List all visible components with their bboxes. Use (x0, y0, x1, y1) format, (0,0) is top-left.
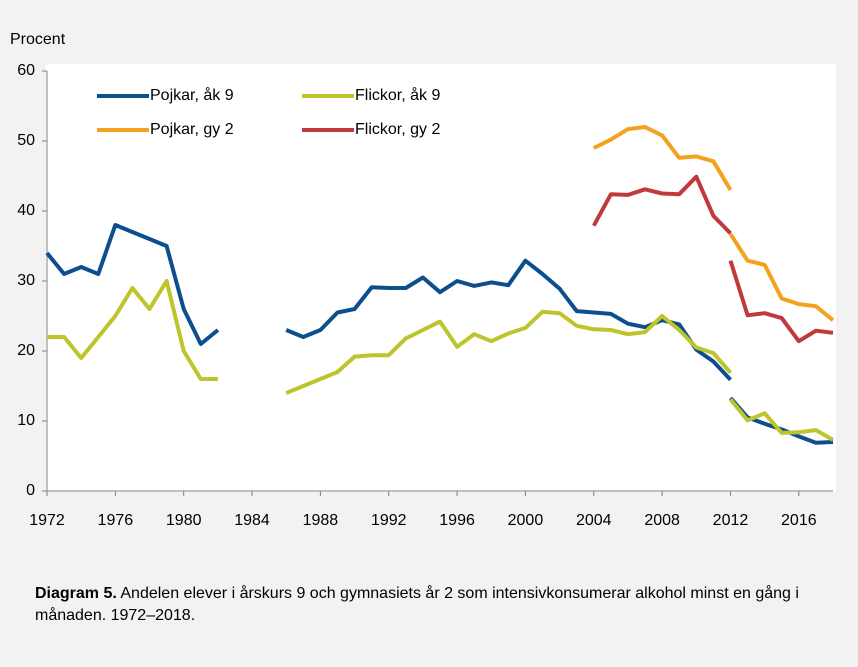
caption-label: Diagram 5. (35, 585, 117, 602)
x-tick-label: 1984 (234, 512, 270, 529)
y-tick-label: 30 (17, 272, 35, 289)
x-tick-label: 1996 (439, 512, 475, 529)
y-axis-label: Procent (10, 31, 66, 48)
series-line (592, 174, 834, 344)
y-tick-label: 50 (17, 132, 35, 149)
y-tick-label: 60 (17, 62, 35, 79)
x-tick-label: 1980 (166, 512, 202, 529)
series-line (47, 279, 834, 442)
legend-label: Pojkar, gy 2 (150, 121, 234, 138)
legend-label: Pojkar, åk 9 (150, 86, 234, 104)
caption-text: Andelen elever i årskurs 9 och gymnasiet… (35, 585, 799, 624)
x-tick-label: 2004 (576, 512, 612, 529)
x-tick-label: 1988 (303, 512, 339, 529)
plot-area (46, 64, 836, 492)
legend-label: Flickor, gy 2 (355, 121, 440, 138)
x-tick-label: 2000 (508, 512, 544, 529)
y-tick-label: 10 (17, 412, 35, 429)
chart: Procent 0 10 20 30 40 50 60 1972 1976 1980 1984 198… (10, 31, 836, 529)
x-tick-label: 2008 (644, 512, 680, 529)
caption: Diagram 5. Andelen elever i årskurs 9 oc… (35, 583, 835, 627)
legend-label: Flickor, åk 9 (355, 86, 440, 104)
x-tick-label: 2012 (713, 512, 749, 529)
x-tick-label: 1972 (29, 512, 65, 529)
y-tick-label: 40 (17, 202, 35, 219)
y-tick-label: 0 (26, 482, 35, 499)
y-tick-label: 20 (17, 342, 35, 359)
x-tick-label: 2016 (781, 512, 817, 529)
series-line (592, 125, 835, 322)
x-tick-label: 1976 (98, 512, 134, 529)
x-tick-label: 1992 (371, 512, 407, 529)
